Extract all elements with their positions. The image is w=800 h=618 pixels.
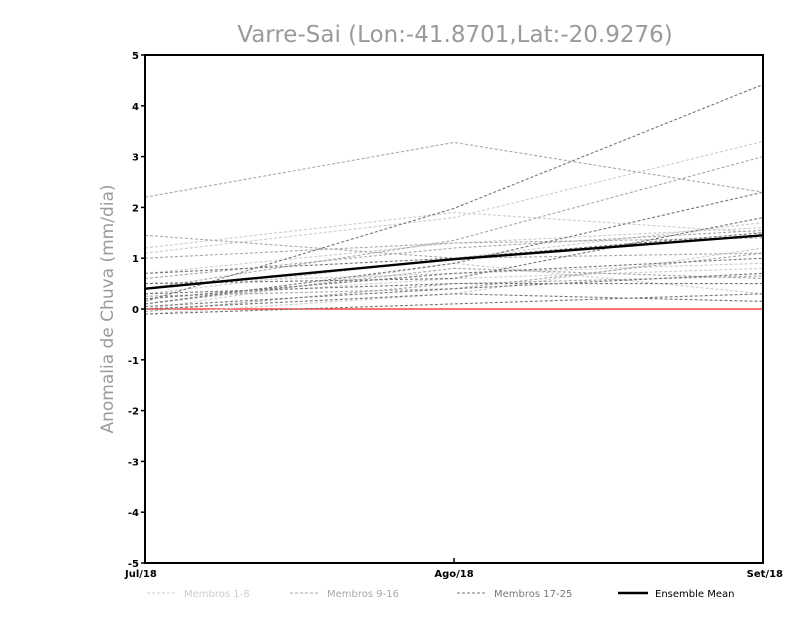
series-line-m11 [144,229,764,280]
series-line-m24 [144,257,764,300]
y-tick-label: -2 [128,407,139,418]
series-line-m7 [144,262,764,310]
legend-label: Membros 1-8 [184,589,250,600]
series-line-m25 [144,272,764,308]
y-tick-label: -4 [128,508,139,519]
y-tick-label: 2 [132,203,139,214]
x-tick-label: Ago/18 [434,569,473,580]
y-tick-label: 3 [132,153,139,164]
legend-label: Membros 9-16 [327,589,399,600]
series-line-m16 [144,252,764,297]
series-line-m6 [144,211,764,249]
y-tick-label: -1 [128,356,139,367]
x-tick-label: Set/18 [747,569,783,580]
chart-title: Varre-Sai (Lon:-41.8701,Lat:-20.9276) [237,22,672,48]
y-tick-label: 4 [132,102,139,113]
ensemble-mean-line [144,234,764,290]
y-axis-label: Anomalia de Chuva (mm/dia) [98,184,118,433]
series-line-m15 [144,237,764,259]
series-line-m22 [144,293,764,315]
ensemble-mean-layer [144,234,764,290]
y-tick-label: 0 [132,305,139,316]
y-tick-label: 5 [132,51,139,62]
legend-label: Membros 17-25 [494,589,572,600]
legend-label: Ensemble Mean [655,589,734,600]
series-line-m17 [144,83,764,302]
series-line-m2 [144,227,764,274]
series-line-m14 [144,267,764,305]
legend: Membros 1-8 Membros 9-16 Membros 17-25 Ense… [147,589,734,600]
y-tick-label: -5 [128,559,139,570]
series-line-m20 [144,293,764,310]
series-line-m10 [144,234,764,259]
series-line-m9 [144,141,764,198]
series-line-m1 [144,140,764,254]
series-line-m13 [144,156,764,290]
x-tick-label: Jul/18 [124,569,157,580]
series-line-m3 [144,267,764,300]
y-tick-label: 1 [132,254,139,265]
y-tick-label: -3 [128,457,139,468]
series-line-m23 [144,232,764,274]
series-line-m4 [144,262,764,285]
series-line-m21 [144,283,763,295]
series-line-m18 [144,191,764,305]
